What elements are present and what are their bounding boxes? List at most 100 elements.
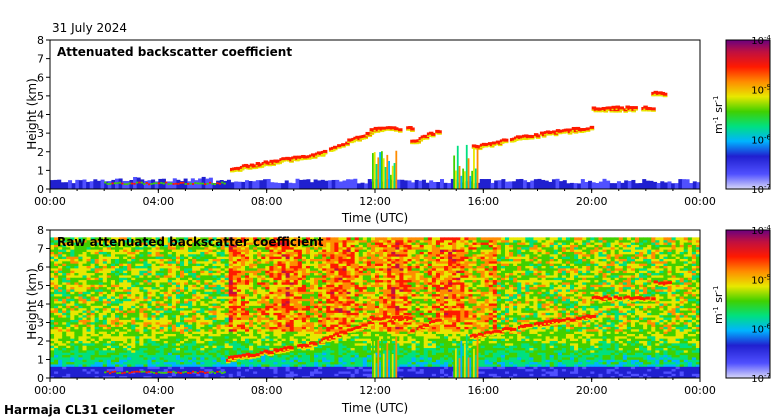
precipitation-mark xyxy=(464,171,466,189)
heatmap-cell xyxy=(123,356,128,360)
heatmap-cell xyxy=(220,349,226,353)
heatmap-cell xyxy=(322,237,327,241)
heatmap-cell xyxy=(236,373,242,377)
heatmap-cell xyxy=(293,256,299,259)
heatmap-cell xyxy=(62,263,67,267)
boundary-layer-cell xyxy=(653,181,658,189)
heatmap-cell xyxy=(119,347,124,351)
heatmap-cell xyxy=(143,293,148,297)
heatmap-cell xyxy=(265,267,270,271)
heatmap-cell xyxy=(310,345,315,349)
heatmap-cell xyxy=(281,246,287,250)
cloud-edge-mark xyxy=(299,158,304,161)
heatmap-cell xyxy=(318,246,323,250)
heatmap-cell xyxy=(216,326,222,330)
heatmap-cell xyxy=(224,363,230,367)
heatmap-cell xyxy=(135,251,140,255)
heatmap-cell xyxy=(310,267,315,271)
heatmap-cell xyxy=(334,295,339,299)
heatmap-cell xyxy=(74,335,79,339)
heatmap-cell xyxy=(228,352,234,356)
heatmap-cell xyxy=(285,267,291,271)
heatmap-cell xyxy=(281,300,287,304)
heatmap-cell xyxy=(228,274,234,278)
heatmap-cell xyxy=(253,242,258,245)
heatmap-cell xyxy=(257,277,262,281)
heatmap-cell xyxy=(58,242,63,245)
heatmap-cell xyxy=(334,251,339,255)
heatmap-cell xyxy=(180,288,185,292)
heatmap-cell xyxy=(228,349,234,353)
cloud-mark xyxy=(303,155,308,160)
heatmap-cell xyxy=(188,284,193,288)
heatmap-cell xyxy=(119,251,124,255)
heatmap-cell xyxy=(212,286,218,290)
heatmap-cell xyxy=(192,321,197,325)
heatmap-cell xyxy=(94,295,100,299)
heatmap-cell xyxy=(102,295,108,299)
low-layer-mark xyxy=(211,182,214,185)
heatmap-cell xyxy=(196,324,201,327)
heatmap-cell xyxy=(171,272,177,276)
heatmap-cell xyxy=(62,298,67,302)
heatmap-cell xyxy=(334,288,339,292)
heatmap-cell xyxy=(58,363,63,367)
heatmap-cell xyxy=(249,237,254,241)
heatmap-cell xyxy=(58,246,63,250)
heatmap-cell xyxy=(119,246,124,250)
heatmap-cell xyxy=(94,342,100,346)
heatmap-cell xyxy=(261,263,266,267)
heatmap-cell xyxy=(322,319,327,323)
heatmap-cell xyxy=(119,307,124,311)
heatmap-cell xyxy=(74,326,79,330)
heatmap-cell xyxy=(90,331,96,334)
heatmap-cell xyxy=(208,342,213,346)
heatmap-cell xyxy=(143,331,148,334)
heatmap-cell xyxy=(196,298,201,302)
heatmap-cell xyxy=(265,288,270,292)
heatmap-cell xyxy=(94,333,100,337)
heatmap-cell xyxy=(232,249,238,252)
heatmap-cell xyxy=(119,291,124,295)
boundary-layer-cell xyxy=(512,181,517,189)
heatmap-cell xyxy=(143,375,148,378)
heatmap-cell xyxy=(338,267,343,271)
heatmap-cell xyxy=(102,375,108,378)
heatmap-cell xyxy=(269,314,274,318)
heatmap-cell xyxy=(163,298,169,302)
heatmap-cell xyxy=(212,258,218,262)
heatmap-cell xyxy=(54,295,59,299)
heatmap-cell xyxy=(143,253,148,257)
heatmap-cell xyxy=(184,321,189,325)
heatmap-cell xyxy=(204,242,209,245)
boundary-layer-cell xyxy=(649,180,654,189)
heatmap-cell xyxy=(184,354,189,358)
heatmap-cell xyxy=(204,366,209,370)
heatmap-cell xyxy=(171,305,177,309)
heatmap-cell xyxy=(119,310,124,313)
heatmap-cell xyxy=(232,298,238,302)
heatmap-cell xyxy=(58,300,63,304)
heatmap-cell xyxy=(147,375,153,378)
heatmap-cell xyxy=(131,328,136,332)
heatmap-cell xyxy=(98,317,104,320)
heatmap-cell xyxy=(232,375,238,378)
heatmap-cell xyxy=(204,288,209,292)
heatmap-cell xyxy=(102,239,108,243)
boundary-layer-cell xyxy=(223,180,228,189)
heatmap-cell xyxy=(54,342,59,346)
heatmap-cell xyxy=(240,324,246,327)
heatmap-cell xyxy=(70,363,75,367)
heatmap-cell xyxy=(66,305,71,309)
heatmap-cell xyxy=(123,352,128,356)
heatmap-cell xyxy=(115,253,120,257)
heatmap-cell xyxy=(110,267,116,271)
heatmap-cell xyxy=(224,263,230,267)
heatmap-cell xyxy=(326,317,331,320)
heatmap-cell xyxy=(115,239,120,243)
cloud-edge-mark xyxy=(345,144,350,147)
heatmap-cell xyxy=(281,281,287,285)
heatmap-cell xyxy=(147,246,153,250)
heatmap-cell xyxy=(180,244,185,248)
